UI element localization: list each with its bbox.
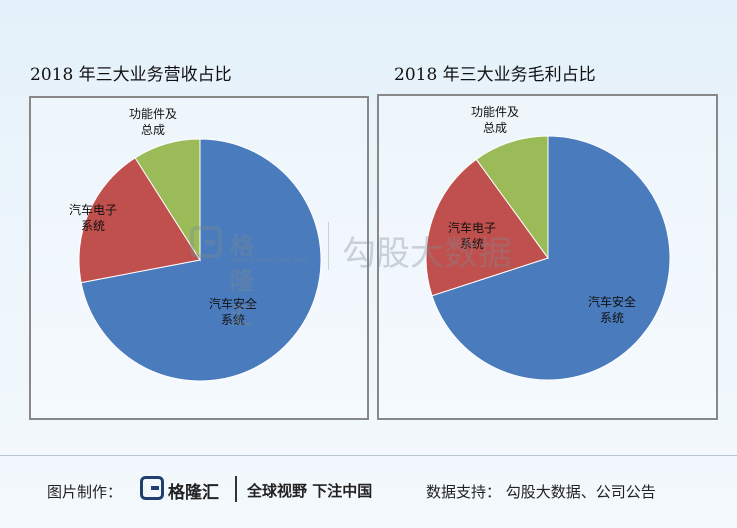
footer-slogan: 全球视野 下注中国 (247, 482, 373, 500)
pie-slice-electronics (78, 157, 201, 284)
pie-slice-safety (80, 138, 322, 382)
footer-divider (0, 455, 737, 456)
footer: 图片制作： 格隆汇 全球视野 下注中国 数据支持： 勾股大数据、公司公告 (0, 456, 737, 528)
pie-label-safety: 汽车安全系统 (588, 294, 636, 325)
pie-label-electronics: 汽车电子系统 (448, 220, 496, 251)
pie-label-functional: 功能件及总成 (129, 107, 177, 137)
watermark-site: www.gelonghui.com (230, 256, 310, 264)
pie-chart-gross-profit-panel: 汽车安全系统 汽车电子系统 功能件及总成 (377, 94, 718, 420)
pie-slice-functional (475, 135, 549, 260)
footer-separator (235, 476, 237, 502)
gelonghui-logo-icon (140, 476, 164, 500)
footer-brand: 格隆汇 (168, 483, 219, 503)
pie-slice-safety (431, 135, 671, 381)
watermark-brand: 格隆汇 (230, 232, 254, 330)
chart-title-gross-profit: 2018 年三大业务毛利占比 (394, 65, 596, 85)
footer-made-by: 图片制作： (47, 483, 123, 501)
watermark-name: 勾股大数据 (342, 234, 512, 274)
pie-label-electronics: 汽车电子系统 (69, 202, 117, 233)
pie-slice-functional (134, 138, 201, 262)
gelonghui-logo-icon (190, 226, 222, 258)
pie-label-functional: 功能件及总成 (471, 105, 519, 135)
pie-chart-gross-profit: 汽车安全系统 汽车电子系统 功能件及总成 (425, 105, 671, 381)
pie-chart-revenue-panel: 汽车安全系统 汽车电子系统 功能件及总成 (29, 96, 369, 420)
chart-title-revenue: 2018 年三大业务营收占比 (30, 65, 232, 85)
pie-label-safety: 汽车安全系统 (209, 296, 257, 327)
pie-chart-revenue: 汽车安全系统 汽车电子系统 功能件及总成 (69, 107, 322, 382)
pie-slice-electronics (425, 158, 549, 297)
footer-source: 数据支持： 勾股大数据、公司公告 (426, 483, 656, 501)
watermark-divider (328, 222, 329, 270)
